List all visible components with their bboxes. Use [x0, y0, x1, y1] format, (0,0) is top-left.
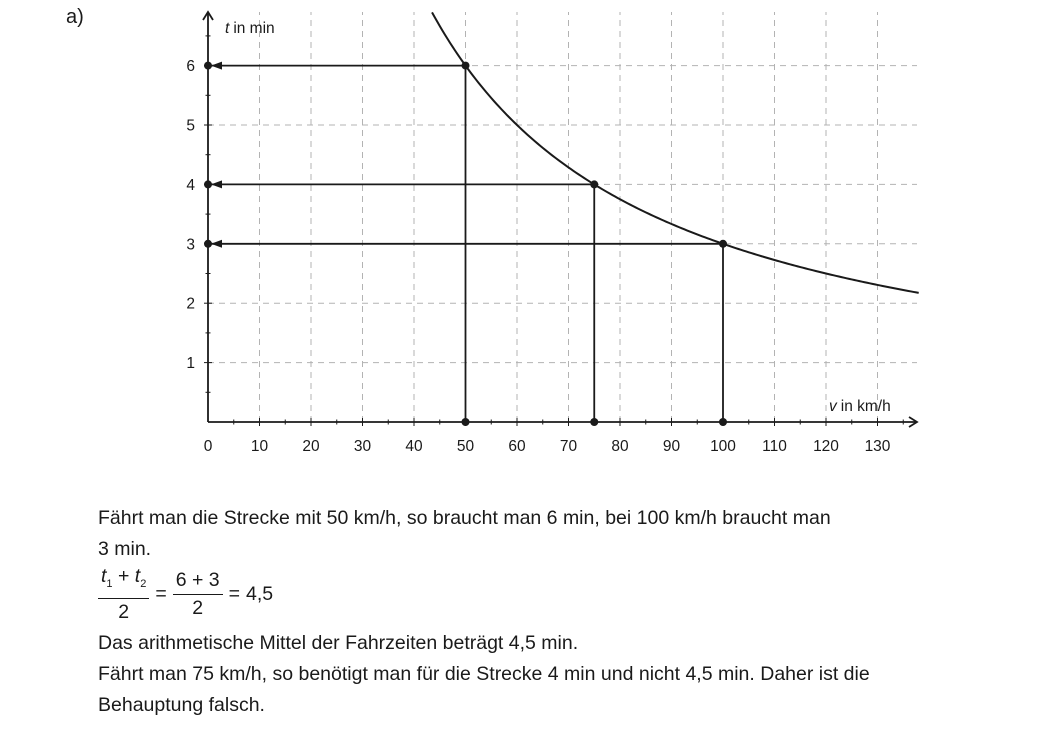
explanation-line-4: Fährt man 75 km/h, so benötigt man für d… [98, 663, 870, 685]
equals-sign: = [228, 582, 241, 605]
explanation-line-1: Fährt man die Strecke mit 50 km/h, so br… [98, 507, 831, 529]
x-tick-label: 130 [865, 438, 891, 455]
x-tick-label: 10 [251, 438, 269, 455]
explanation-line-2: 3 min. [98, 538, 152, 560]
fraction-numeric: 6 + 3 2 [172, 568, 223, 620]
x-tick-label: 60 [508, 438, 526, 455]
guide-lines [210, 61, 724, 422]
part-label: a) [66, 6, 84, 28]
y-axis-point [204, 61, 212, 70]
y-tick-label: 1 [186, 355, 195, 372]
equals-sign: = [155, 582, 167, 605]
x-tick-label: 40 [405, 438, 423, 455]
y-tick-label: 6 [186, 58, 195, 75]
x-tick-label: 30 [354, 438, 372, 455]
mean-formula: t1 + t2 2 = 6 + 3 2 = 4,5 [98, 563, 1008, 625]
fraction-numeric-numerator: 6 + 3 [172, 568, 223, 595]
x-tick-label: 100 [710, 438, 736, 455]
explanation: Fährt man die Strecke mit 50 km/h, so br… [98, 503, 1008, 721]
x-tick-label: 80 [611, 438, 629, 455]
curve-point [590, 180, 599, 189]
x-tick-label: 120 [813, 438, 839, 455]
x-tick-label: 20 [302, 438, 320, 455]
fraction-symbolic-denominator: 2 [118, 600, 130, 623]
x-tick-label: 50 [457, 438, 475, 455]
x-axis-point [590, 418, 599, 426]
explanation-line-5: Behauptung falsch. [98, 694, 265, 716]
x-tick-label: 110 [762, 438, 787, 455]
chart-axes [202, 10, 919, 428]
explanation-line-3: Das arithmetische Mittel der Fahrzeiten … [98, 632, 579, 654]
y-axis-label: t in min [225, 20, 275, 37]
curve-point [461, 61, 470, 70]
var-t1: t1 [101, 565, 113, 590]
x-tick-label: 90 [663, 438, 681, 455]
fraction-symbolic: t1 + t2 2 [98, 564, 150, 624]
curve-point [719, 239, 727, 248]
y-tick-label: 4 [186, 177, 195, 194]
guide-arrowhead [211, 61, 222, 70]
var-t2: t2 [134, 565, 147, 590]
formula-result: 4,5 [246, 582, 274, 605]
y-tick-label: 2 [186, 296, 195, 313]
x-tick-label: 0 [204, 438, 213, 455]
x-axis-point [719, 418, 727, 426]
highlight-points [204, 61, 727, 426]
x-axis-label: v in km/h [829, 398, 891, 415]
y-axis-arrow [202, 10, 214, 21]
x-tick-label: 70 [560, 438, 578, 455]
y-axis-point [204, 180, 212, 189]
guide-arrowhead [211, 180, 222, 189]
x-axis-point [461, 418, 470, 426]
y-tick-label: 3 [186, 236, 195, 253]
fraction-numeric-denominator: 2 [192, 597, 204, 619]
y-tick-label: 5 [186, 118, 195, 135]
x-axis-arrow [908, 416, 919, 428]
fraction-symbolic-numerator: t1 + t2 [98, 564, 150, 599]
y-axis-point [204, 239, 212, 248]
tick-labels: 0 10 20 30 40 50 60 70 80 90 100 110 120 130 1 2 3 4 5 6 [186, 58, 890, 455]
curve-line [431, 11, 919, 294]
guide-arrowhead [211, 239, 222, 248]
chart-grid [208, 12, 917, 422]
curve-layer [431, 11, 919, 294]
